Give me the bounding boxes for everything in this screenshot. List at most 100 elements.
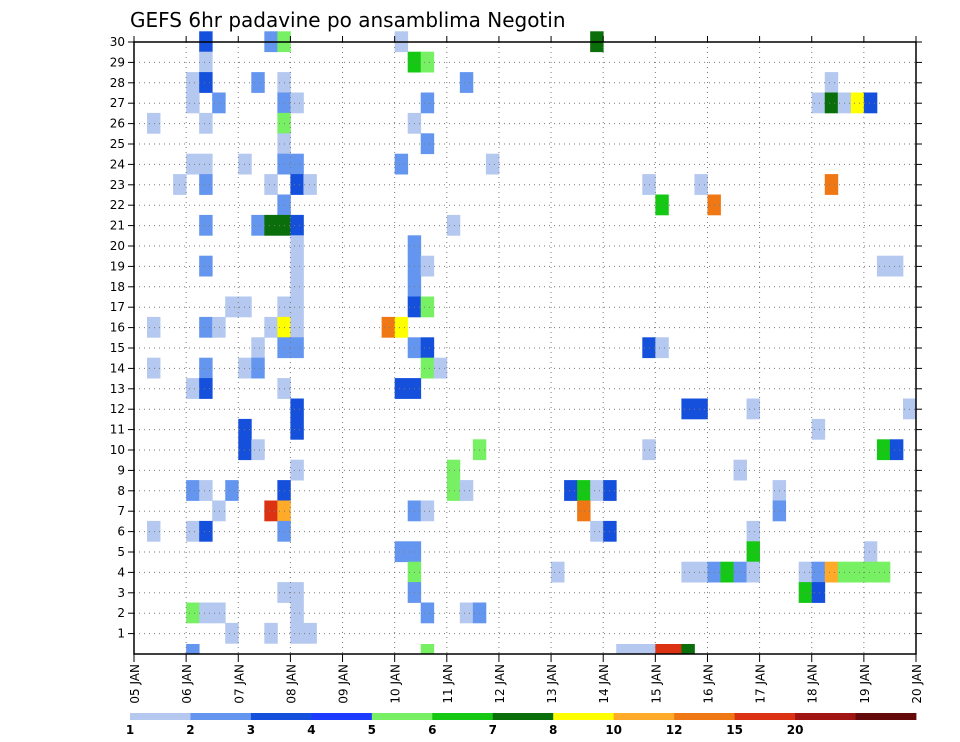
- y-tick-label: 10: [110, 443, 125, 457]
- heatmap-cell: [251, 214, 265, 236]
- heatmap-cell: [590, 520, 604, 542]
- heatmap-cell: [889, 439, 904, 461]
- heatmap-cell: [863, 561, 878, 583]
- heatmap-cell: [746, 541, 760, 563]
- legend-swatch: [190, 713, 252, 720]
- heatmap-cell: [199, 378, 213, 399]
- heatmap-cell: [264, 214, 278, 236]
- y-tick-label: 13: [110, 382, 125, 396]
- heatmap-cell: [590, 480, 604, 501]
- x-tick-label: 19 JAN: [858, 664, 872, 704]
- y-tick-label: 18: [110, 280, 125, 294]
- legend-label: 20: [787, 723, 804, 737]
- legend-label: 7: [489, 723, 497, 737]
- heatmap-cell: [746, 398, 760, 420]
- heatmap-cell: [199, 51, 213, 73]
- heatmap-cell: [420, 92, 435, 114]
- legend-label: 15: [726, 723, 743, 737]
- heatmap-cell: [655, 337, 669, 359]
- heatmap-cell: [394, 153, 409, 175]
- heatmap-cell: [290, 398, 304, 420]
- heatmap-cell: [798, 582, 813, 603]
- heatmap-cell: [290, 337, 304, 359]
- heatmap-cell: [616, 644, 630, 655]
- heatmap-cell: [655, 194, 669, 216]
- heatmap-cell: [629, 644, 643, 655]
- heatmap-cell: [147, 316, 161, 338]
- y-tick-label: 1: [117, 627, 125, 641]
- heatmap-cell: [290, 276, 304, 297]
- heatmap-cell: [251, 357, 265, 379]
- heatmap-cell: [824, 72, 839, 93]
- heatmap-cell: [264, 174, 278, 195]
- heatmap-cell: [446, 214, 461, 236]
- heatmap-cell: [446, 459, 461, 481]
- heatmap-cell: [694, 174, 708, 195]
- heatmap-cell: [681, 398, 695, 420]
- legend-label: 8: [549, 723, 557, 737]
- x-tick-label: 12 JAN: [493, 664, 507, 704]
- legend-label: 5: [368, 723, 376, 737]
- heatmap-cell: [225, 622, 239, 644]
- heatmap-cell: [290, 92, 304, 114]
- y-tick-label: 15: [110, 341, 125, 355]
- chart-title: GEFS 6hr padavine po ansamblima Negotin: [130, 8, 566, 32]
- legend-swatch: [250, 713, 312, 720]
- heatmap-cell: [199, 72, 213, 93]
- heatmap-cell: [199, 153, 213, 175]
- heatmap-cell: [420, 357, 435, 379]
- heatmap-cell: [876, 255, 891, 277]
- legend-label: 2: [186, 723, 194, 737]
- heatmap-cell: [798, 561, 813, 583]
- heatmap-cell: [459, 72, 474, 93]
- y-axis: 1234567891011121314151617181920212223242…: [110, 35, 922, 641]
- heatmap-cell: [212, 500, 226, 522]
- y-tick-label: 9: [117, 463, 125, 477]
- heatmap-cell: [577, 480, 591, 501]
- heatmap-cell: [863, 541, 878, 563]
- heatmap-cells: [147, 31, 917, 655]
- x-tick-label: 17 JAN: [754, 664, 768, 704]
- x-tick-label: 20 JAN: [910, 664, 924, 704]
- heatmap-cell: [186, 72, 200, 93]
- heatmap-cell: [290, 214, 304, 236]
- heatmap-cell: [381, 316, 396, 338]
- heatmap-cell: [199, 357, 213, 379]
- heatmap-cell: [186, 153, 200, 175]
- y-tick-label: 2: [117, 606, 125, 620]
- y-tick-label: 4: [117, 565, 125, 579]
- heatmap-cell: [446, 480, 461, 501]
- heatmap-cell: [824, 174, 839, 195]
- legend-swatch: [130, 713, 191, 720]
- legend-label: 4: [307, 723, 315, 737]
- heatmap-cell: [186, 92, 200, 114]
- heatmap-cell: [746, 520, 760, 542]
- heatmap-cell: [811, 561, 826, 583]
- y-tick-label: 5: [117, 545, 125, 559]
- heatmap-cell: [811, 418, 826, 440]
- y-tick-label: 14: [110, 361, 125, 375]
- y-tick-label: 26: [110, 117, 125, 131]
- heatmap-cell: [290, 235, 304, 257]
- legend-label: 10: [605, 723, 622, 737]
- heatmap-cell: [420, 296, 435, 318]
- y-tick-label: 8: [117, 484, 125, 498]
- heatmap-cell: [420, 644, 435, 655]
- heatmap-cell: [668, 644, 682, 655]
- legend-swatch: [795, 713, 856, 720]
- y-tick-label: 24: [110, 157, 125, 171]
- legend-swatch: [855, 713, 917, 720]
- heatmap-cell: [681, 644, 695, 655]
- heatmap-cell: [264, 500, 278, 522]
- y-tick-label: 28: [110, 76, 125, 90]
- legend-swatch: [553, 713, 615, 720]
- legend-swatch: [613, 713, 675, 720]
- heatmap-cell: [420, 51, 435, 73]
- grid-lines: [134, 41, 916, 654]
- heatmap-cell: [199, 480, 213, 501]
- x-tick-label: 05 JAN: [128, 664, 142, 704]
- heatmap-cell: [264, 316, 278, 338]
- legend-label: 3: [247, 723, 255, 737]
- heatmap-cell: [889, 255, 904, 277]
- heatmap-cell: [290, 153, 304, 175]
